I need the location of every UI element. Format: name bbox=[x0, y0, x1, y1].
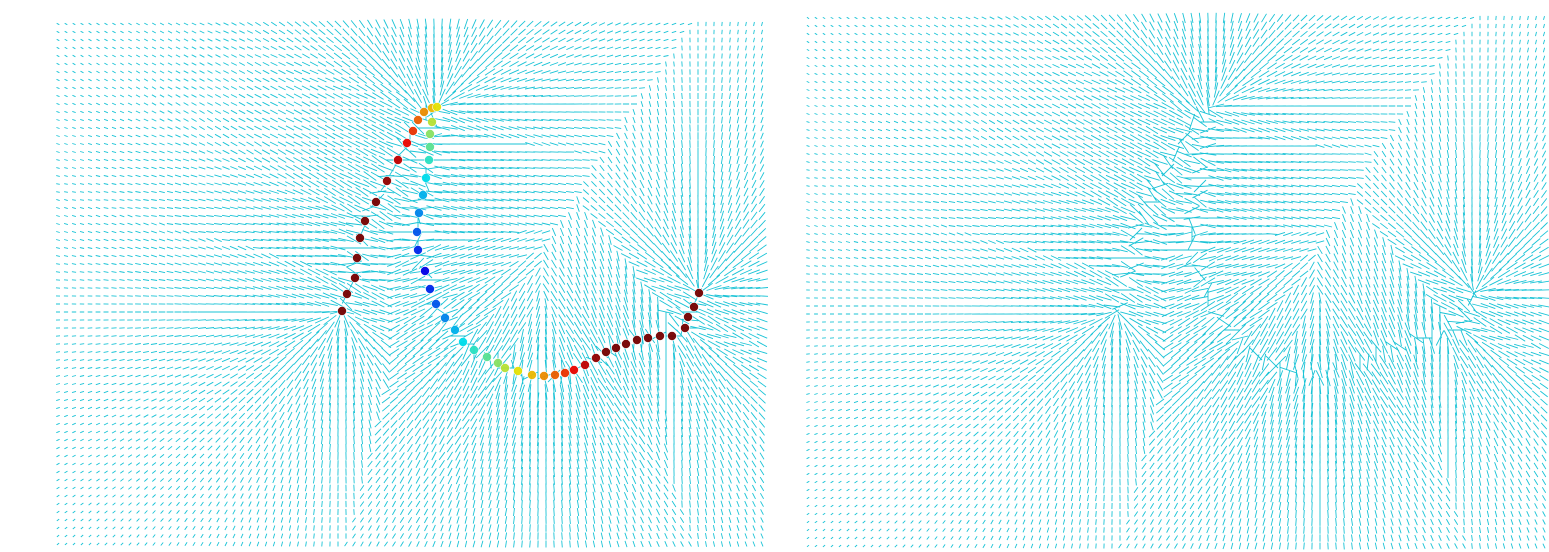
curve-point bbox=[440, 313, 450, 323]
curve-point bbox=[408, 126, 418, 136]
curve-point bbox=[402, 138, 412, 148]
curve-point bbox=[413, 115, 423, 125]
vector-field bbox=[55, 18, 769, 548]
curve-point bbox=[342, 289, 352, 299]
right-panel bbox=[806, 12, 1549, 550]
curve-point bbox=[360, 216, 370, 226]
curve-point bbox=[350, 273, 360, 283]
curve-point bbox=[513, 366, 523, 376]
curve-point bbox=[643, 333, 653, 343]
curve-point bbox=[560, 368, 570, 378]
curve-point bbox=[337, 306, 347, 316]
curve-point bbox=[414, 208, 424, 218]
curve-point bbox=[469, 345, 479, 355]
curve-point bbox=[431, 299, 441, 309]
curve-point bbox=[418, 190, 428, 200]
curve-point bbox=[413, 245, 423, 255]
curve-point bbox=[694, 288, 704, 298]
curve-point bbox=[424, 155, 434, 165]
curve-point bbox=[482, 352, 492, 362]
curve-point bbox=[550, 370, 560, 380]
curve-point bbox=[683, 312, 693, 322]
left-panel bbox=[55, 18, 769, 548]
curve-point bbox=[580, 360, 590, 370]
vector-field bbox=[806, 12, 1549, 550]
curve-point bbox=[371, 197, 381, 207]
curve-point bbox=[493, 358, 503, 368]
curve-point bbox=[427, 117, 437, 127]
curve-point bbox=[539, 371, 549, 381]
curve-point bbox=[412, 227, 422, 237]
curve-point bbox=[569, 365, 579, 375]
curve-point bbox=[450, 325, 460, 335]
curve-point bbox=[601, 347, 611, 357]
curve-point bbox=[355, 233, 365, 243]
curve-point bbox=[527, 370, 537, 380]
curve-point bbox=[420, 266, 430, 276]
curve-point bbox=[425, 142, 435, 152]
curve-point bbox=[432, 102, 442, 112]
curve-point bbox=[425, 129, 435, 139]
curve-point bbox=[667, 331, 677, 341]
curve-point bbox=[393, 155, 403, 165]
curve-point bbox=[621, 339, 631, 349]
curve-point bbox=[352, 253, 362, 263]
curve-point bbox=[425, 284, 435, 294]
curve-point bbox=[591, 353, 601, 363]
curve-point bbox=[632, 335, 642, 345]
curve-point bbox=[680, 323, 690, 333]
curve-point bbox=[689, 302, 699, 312]
curve-point bbox=[382, 176, 392, 186]
curve-point bbox=[421, 173, 431, 183]
curve-point bbox=[419, 107, 429, 117]
curve-point bbox=[655, 331, 665, 341]
curve-point bbox=[458, 337, 468, 347]
curve-point bbox=[611, 343, 621, 353]
curve-point bbox=[500, 363, 510, 373]
